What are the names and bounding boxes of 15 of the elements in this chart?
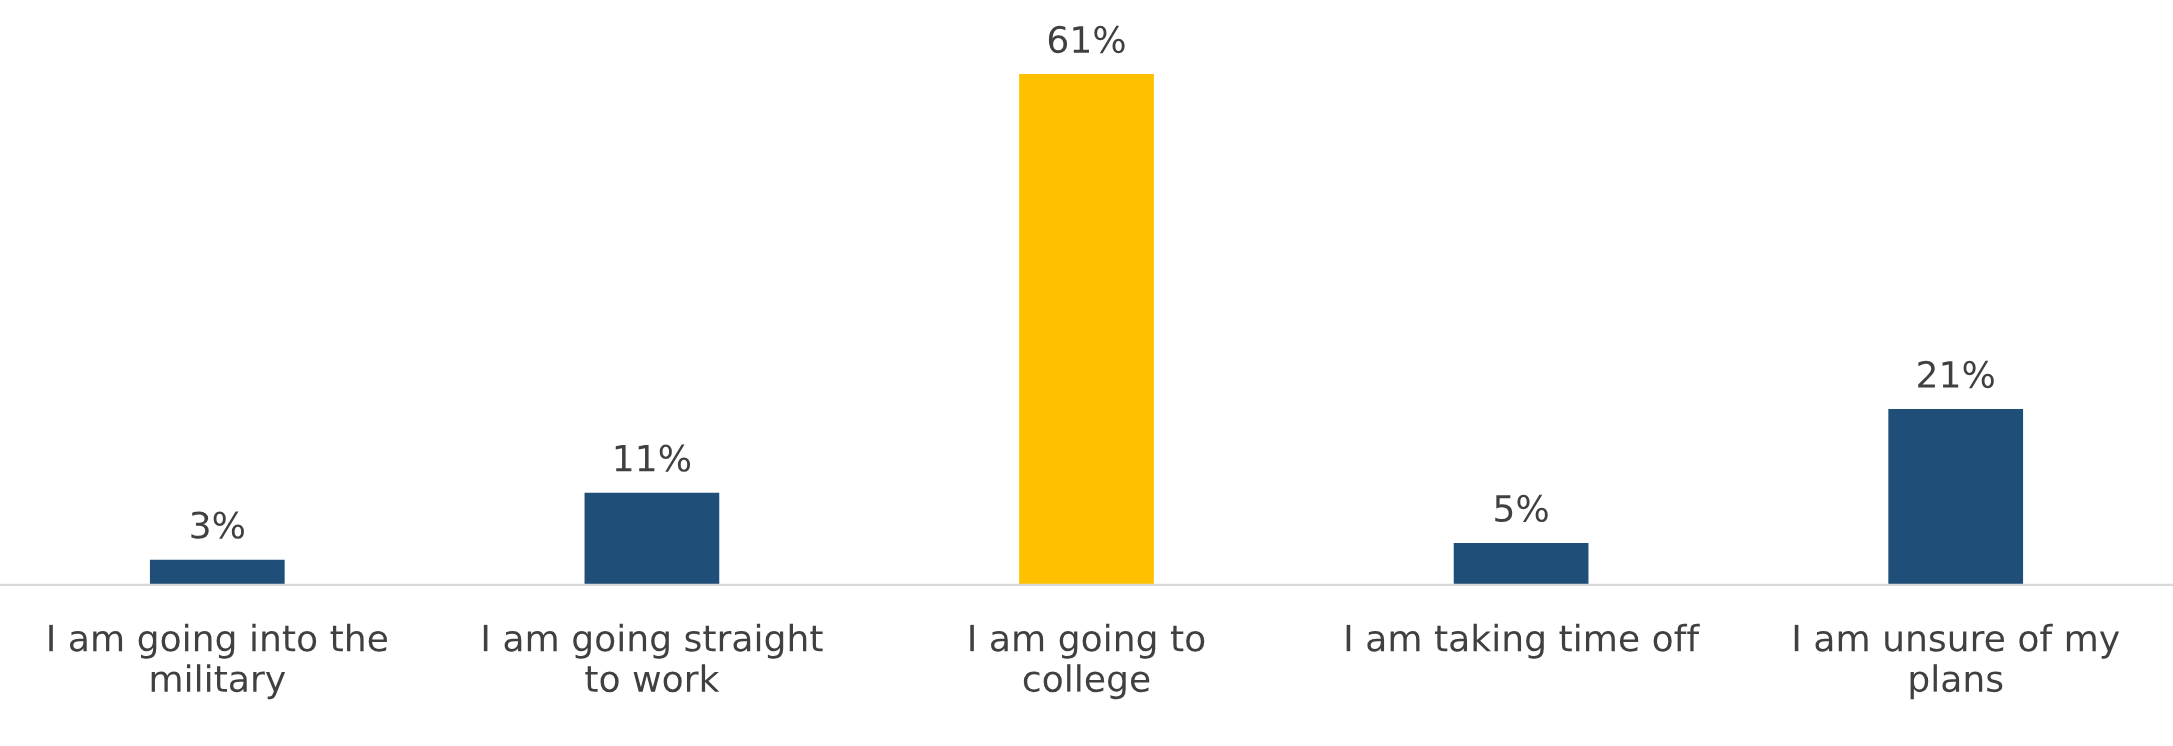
data-label: 11% (615, 444, 691, 472)
bar (1019, 74, 1154, 585)
bar (1453, 543, 1589, 585)
data-label: 21% (1918, 360, 1994, 389)
x-tick-label: I am going straight to work (483, 623, 823, 693)
bar (1888, 409, 2024, 585)
bar (149, 559, 285, 585)
x-tick-label: I am taking time off (1346, 623, 1700, 659)
data-label: 5% (1495, 494, 1548, 523)
data-label: 61% (1048, 25, 1125, 54)
x-tick-label: I am going to college (970, 623, 1205, 700)
x-tick-label: I am unsure of my plans (1794, 623, 2120, 700)
x-tick-label: I am going into the military (49, 623, 387, 700)
bar (584, 492, 720, 585)
data-label: 3% (191, 511, 244, 539)
